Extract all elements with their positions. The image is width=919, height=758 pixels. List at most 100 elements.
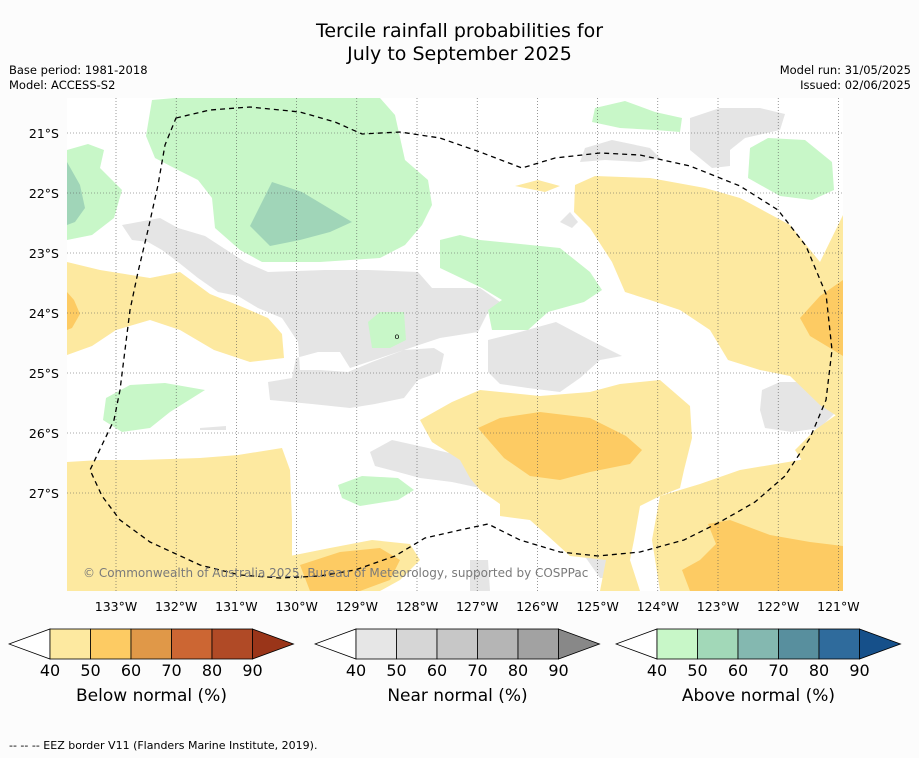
longitude-tick-label: 130°W	[275, 599, 317, 614]
near-normal-region	[580, 140, 660, 162]
colorbar-extend-low	[7, 628, 51, 660]
colorbar-extend-low	[313, 628, 357, 660]
below-normal-region	[478, 412, 642, 480]
colorbar-tick-label: 80	[809, 661, 829, 680]
colorbar-extend-high	[859, 628, 902, 660]
colorbar-above: 40 50 60 70 80 90	[614, 628, 910, 692]
longitude-tick-label: 132°W	[155, 599, 197, 614]
colorbar-segment	[396, 628, 438, 660]
colorbar-segment	[171, 628, 213, 660]
above-normal-region	[592, 101, 682, 132]
longitude-tick-label: 133°W	[95, 599, 137, 614]
colorbar-segment	[778, 628, 820, 660]
colorbar-below-caption: Below normal (%)	[76, 686, 227, 706]
colorbar-tick-label: 50	[80, 661, 100, 680]
colorbar-segment	[517, 628, 559, 660]
near-normal-region	[370, 440, 480, 488]
copyright-watermark: © Commonwealth of Australia 2025, Bureau…	[83, 566, 588, 580]
colorbar-tick-label: 40	[346, 661, 366, 680]
below-normal-region	[800, 280, 843, 356]
below-normal-region	[682, 520, 843, 591]
model-run: Model run: 31/05/2025	[779, 63, 911, 77]
colorbar-tick-label: 90	[242, 661, 262, 680]
below-normal-region	[67, 448, 300, 591]
meta-left: Base period: 1981-2018 Model: ACCESS-S2	[9, 63, 148, 93]
colorbar-tick-label: 40	[647, 661, 667, 680]
colorbar-near: 40 50 60 70 80 90	[313, 628, 609, 692]
colorbar-segment	[90, 628, 132, 660]
latitude-labels: 21°S 22°S 23°S 24°S 25°S 26°S 27°S	[29, 126, 59, 501]
colorbar-tick-label: 70	[768, 661, 788, 680]
colorbar-near-svg: 40 50 60 70 80 90	[313, 628, 601, 680]
eez-legend-footer: -- -- -- EEZ border V11 (Flanders Marine…	[9, 739, 318, 752]
longitude-tick-label: 122°W	[757, 599, 799, 614]
colorbar-tick-label: 70	[161, 661, 181, 680]
longitude-labels: 133°W 132°W 131°W 130°W 129°W 128°W 127°W 126°W…	[95, 599, 860, 614]
longitude-tick-label: 121°W	[817, 599, 859, 614]
colorbar-segment	[737, 628, 779, 660]
colorbar-tick-label: 40	[40, 661, 60, 680]
latitude-tick-label: 24°S	[29, 306, 59, 321]
meta-right: Model run: 31/05/2025 Issued: 02/06/2025	[780, 63, 911, 93]
above-normal-region	[338, 476, 414, 506]
colorbar-segment	[355, 628, 397, 660]
title-line-2: July to September 2025	[347, 43, 572, 65]
above-normal-region	[67, 144, 122, 240]
colorbar-extend-low	[614, 628, 658, 660]
colorbar-tick-label: 70	[467, 661, 487, 680]
latitude-tick-label: 23°S	[29, 246, 59, 261]
longitude-tick-label: 128°W	[396, 599, 438, 614]
near-normal-region	[200, 426, 226, 430]
longitude-tick-label: 123°W	[697, 599, 739, 614]
latitude-tick-label: 21°S	[29, 126, 59, 141]
latitude-tick-label: 27°S	[29, 486, 59, 501]
colorbar-tick-label: 90	[548, 661, 568, 680]
near-normal-region	[690, 108, 785, 168]
above-normal-region	[250, 182, 352, 246]
colorbar-segment	[477, 628, 519, 660]
colorbar-below-svg: 40 50 60 70 80 90	[7, 628, 295, 680]
colorbar-tick-label: 50	[386, 661, 406, 680]
rainfall-map: o © Commonwealth of Australia 2025, Bure…	[29, 98, 860, 614]
near-normal-region	[470, 560, 490, 591]
longitude-tick-label: 127°W	[456, 599, 498, 614]
latitude-tick-label: 22°S	[29, 186, 59, 201]
longitude-tick-label: 126°W	[516, 599, 558, 614]
colorbar-extend-high	[252, 628, 295, 660]
colorbar-segment	[211, 628, 253, 660]
above-normal-region	[440, 235, 602, 330]
colorbar-tick-label: 50	[687, 661, 707, 680]
title-line-1: Tercile rainfall probabilities for	[315, 20, 604, 42]
colorbar-above-caption: Above normal (%)	[681, 686, 836, 706]
colorbar-segment	[130, 628, 172, 660]
colorbar-tick-label: 80	[202, 661, 222, 680]
latitude-tick-label: 26°S	[29, 426, 59, 441]
longitude-tick-label: 131°W	[215, 599, 257, 614]
colorbar-segment	[656, 628, 698, 660]
below-normal-region	[67, 262, 284, 362]
island-marker: o	[395, 332, 400, 341]
near-normal-region	[560, 212, 578, 228]
issued-date: Issued: 02/06/2025	[800, 78, 911, 92]
longitude-tick-label: 125°W	[576, 599, 618, 614]
near-normal-region	[488, 322, 622, 392]
colorbar-above-svg: 40 50 60 70 80 90	[614, 628, 902, 680]
below-normal-region	[574, 176, 843, 420]
colorbar-segment	[697, 628, 739, 660]
colorbar-extend-high	[558, 628, 601, 660]
above-normal-region	[146, 98, 432, 262]
colorbar-tick-label: 90	[849, 661, 869, 680]
above-normal-region	[368, 312, 406, 348]
below-normal-region	[300, 548, 400, 591]
model-name: Model: ACCESS-S2	[9, 78, 116, 92]
colorbar-segment	[818, 628, 860, 660]
eez-border	[89, 106, 833, 579]
colorbar-near-caption: Near normal (%)	[387, 686, 528, 706]
below-normal-region	[67, 292, 80, 330]
above-normal-region	[67, 162, 85, 225]
base-period: Base period: 1981-2018	[9, 63, 148, 77]
longitude-tick-label: 129°W	[336, 599, 378, 614]
colorbar-segment	[436, 628, 478, 660]
below-normal-region	[795, 410, 843, 478]
above-normal-region	[103, 383, 205, 432]
